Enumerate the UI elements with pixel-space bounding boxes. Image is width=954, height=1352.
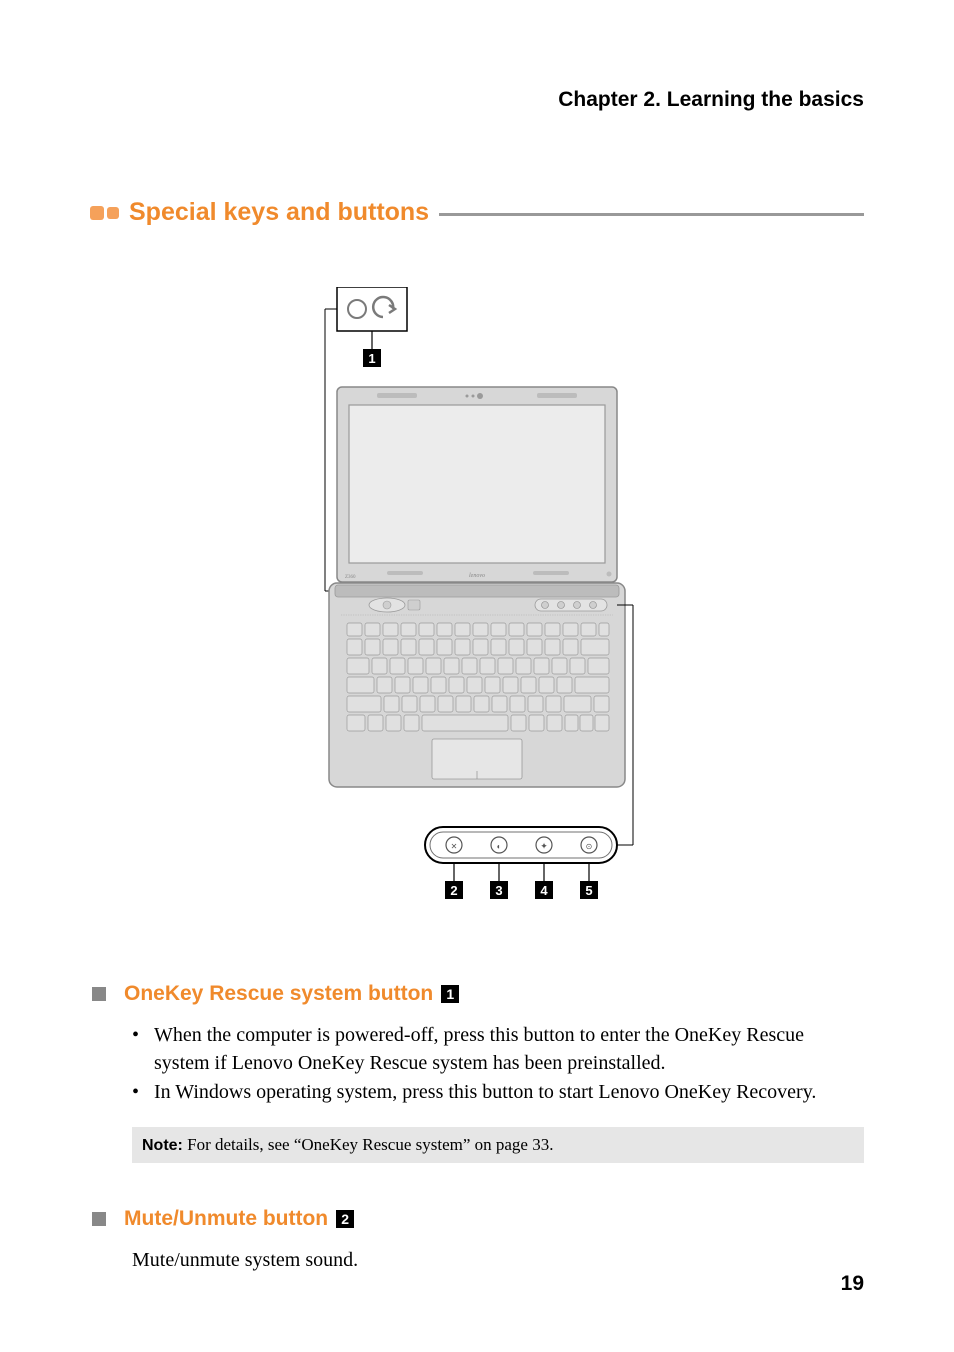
power-button [383, 601, 391, 609]
brand-label: lenovo [469, 573, 485, 579]
bullet-text: In Windows operating system, press this … [154, 1079, 816, 1107]
svg-text:3: 3 [495, 883, 502, 898]
section-rule [439, 213, 864, 216]
bullet-list: • When the computer is powered-off, pres… [132, 1022, 864, 1107]
section-bullet-icon [90, 206, 119, 220]
subsection-header: Mute/Unmute button 2 [90, 1207, 864, 1231]
svg-text:4: 4 [540, 883, 548, 898]
bullet-text: When the computer is powered-off, press … [154, 1022, 860, 1077]
svg-text:1: 1 [368, 351, 375, 366]
list-item: • When the computer is powered-off, pres… [132, 1022, 860, 1077]
laptop-lid: lenovo Z360 [337, 387, 617, 582]
note-box: Note: For details, see “OneKey Rescue sy… [132, 1127, 864, 1163]
inset-strip: ✕ ◐ ✦ ⊙ [425, 827, 617, 863]
svg-text:2: 2 [450, 883, 457, 898]
section-header: Special keys and buttons [90, 198, 864, 227]
svg-text:Z360: Z360 [345, 575, 356, 580]
bullet-icon: • [132, 1079, 154, 1107]
note-label: Note: [142, 1137, 183, 1154]
subsection-bullet-icon [92, 987, 106, 1001]
rescue-button [408, 600, 420, 610]
body-text: Mute/unmute system sound. [132, 1247, 864, 1275]
subsection-mute: Mute/Unmute button 2 Mute/unmute system … [90, 1207, 864, 1275]
inline-callout-2: 2 [336, 1210, 354, 1228]
laptop-base [329, 583, 625, 787]
section-title: Special keys and buttons [129, 198, 429, 227]
subsection-bullet-icon [92, 1212, 106, 1226]
svg-text:⊙: ⊙ [586, 842, 593, 851]
subsection-title: OneKey Rescue system button [124, 982, 433, 1006]
bullet-icon: • [132, 1022, 154, 1077]
page-number: 19 [841, 1272, 864, 1296]
subsection-header: OneKey Rescue system button 1 [90, 982, 864, 1006]
list-item: • In Windows operating system, press thi… [132, 1079, 860, 1107]
chapter-header: Chapter 2. Learning the basics [90, 88, 864, 112]
subsection-onekey-rescue: OneKey Rescue system button 1 • When the… [90, 982, 864, 1163]
svg-text:5: 5 [585, 883, 592, 898]
svg-text:✕: ✕ [451, 842, 458, 851]
inline-callout-1: 1 [441, 985, 459, 1003]
svg-text:◐: ◐ [497, 842, 502, 851]
note-text: For details, see “OneKey Rescue system” … [183, 1135, 554, 1154]
subsection-title: Mute/Unmute button [124, 1207, 328, 1231]
svg-text:✦: ✦ [540, 841, 548, 851]
laptop-diagram: 1 lenovo Z360 [90, 287, 864, 922]
